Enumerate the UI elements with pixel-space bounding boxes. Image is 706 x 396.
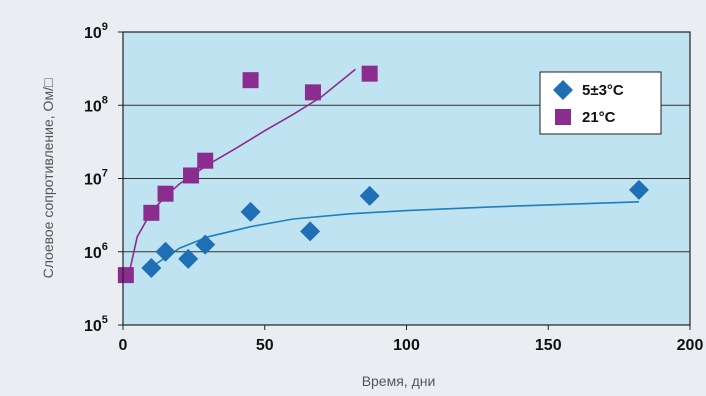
- y-axis-title: Слоевое сопротивление, Ом/□: [40, 78, 56, 278]
- data-points: [117, 65, 649, 284]
- x-tick-labels: 0 50 100 150 200: [119, 325, 704, 354]
- y-tick-label: 106: [84, 241, 108, 262]
- y-tick-labels: 105 106 107 108 109: [84, 21, 123, 335]
- legend-label: 21°C: [582, 109, 616, 126]
- data-point: [359, 185, 380, 206]
- data-point: [628, 179, 649, 200]
- data-point: [240, 201, 261, 222]
- data-point: [242, 72, 259, 89]
- trend-line: [150, 201, 640, 268]
- data-point: [155, 241, 176, 262]
- data-point: [300, 221, 321, 242]
- x-tick-label: 0: [119, 337, 128, 354]
- legend: 5±3°C 21°C: [539, 71, 662, 135]
- legend-label: 5±3°C: [582, 82, 624, 99]
- data-point: [117, 267, 134, 284]
- data-point: [183, 167, 200, 184]
- data-point: [141, 258, 162, 279]
- x-tick-label: 150: [535, 337, 562, 354]
- x-tick-label: 50: [256, 337, 274, 354]
- x-tick-label: 100: [393, 337, 420, 354]
- y-tick-label: 109: [84, 21, 108, 42]
- legend-marker: [555, 109, 571, 125]
- data-point: [197, 152, 214, 169]
- data-point: [361, 65, 378, 82]
- y-tick-label: 107: [84, 168, 108, 189]
- data-point: [157, 185, 174, 202]
- data-point: [143, 204, 160, 221]
- data-point: [178, 248, 199, 269]
- y-tick-label: 108: [84, 94, 108, 115]
- x-axis-title: Время, дни: [362, 373, 436, 389]
- y-tick-label: 105: [84, 314, 108, 335]
- data-point: [195, 234, 216, 255]
- legend-marker: [553, 80, 573, 100]
- data-point: [304, 84, 321, 101]
- x-tick-label: 200: [677, 337, 704, 354]
